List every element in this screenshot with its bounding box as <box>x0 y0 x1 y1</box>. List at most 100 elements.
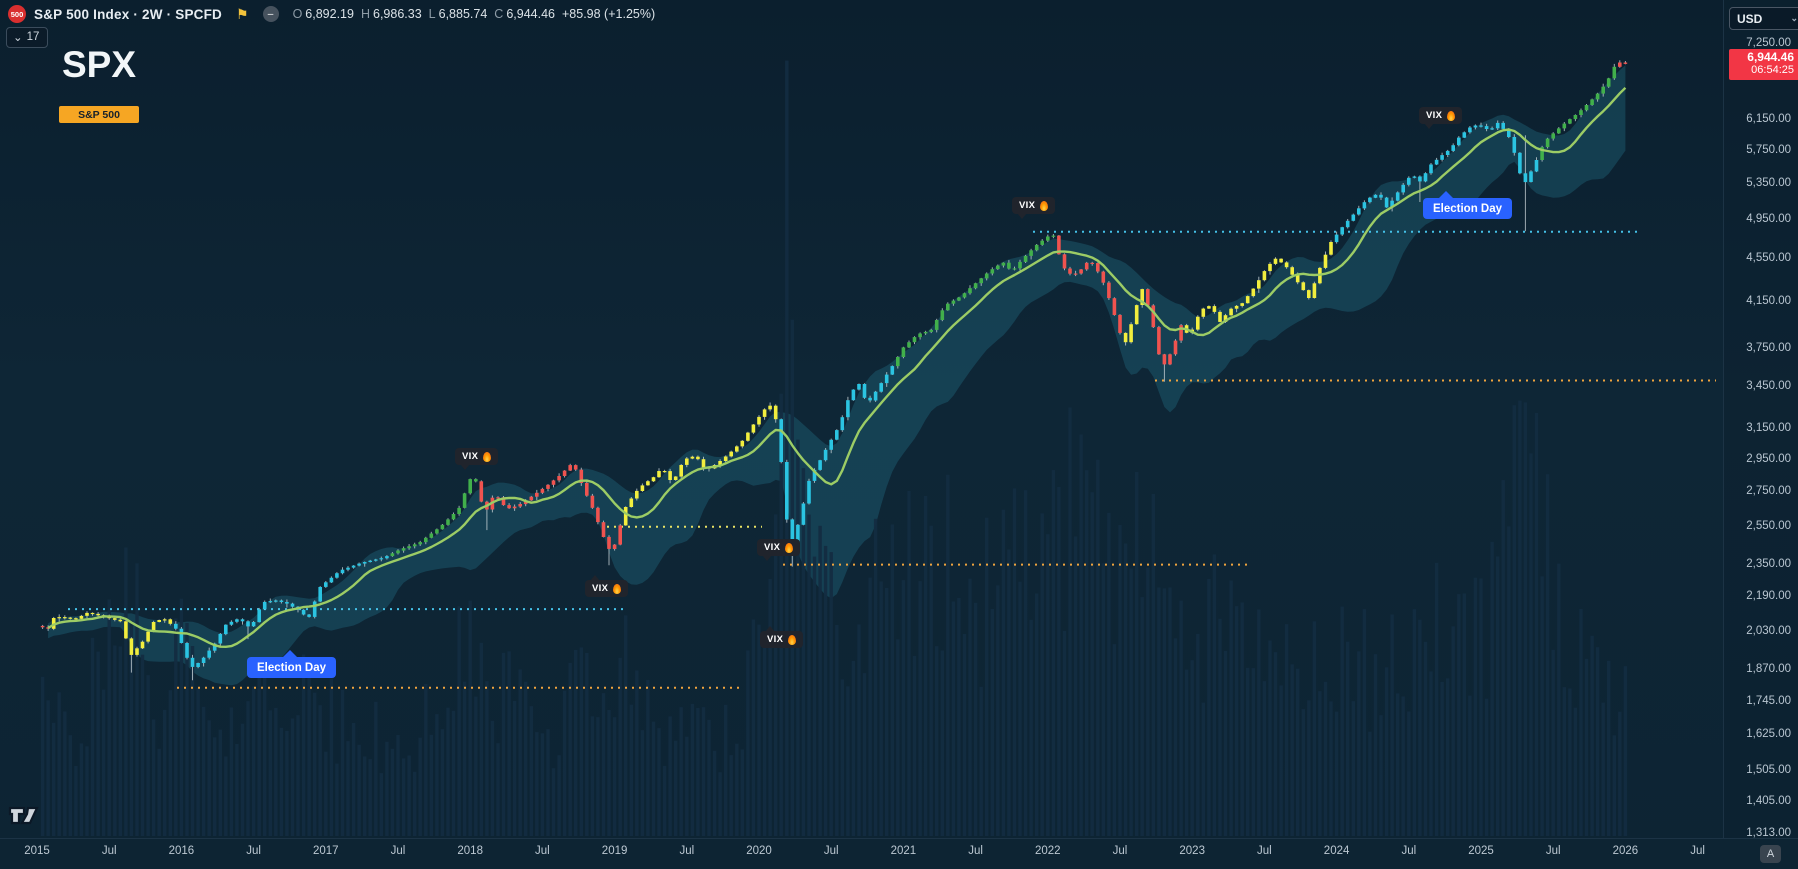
price-axis-label: 5,350.00 <box>1746 177 1791 190</box>
close-label: C <box>494 7 504 21</box>
open-label: O <box>292 7 303 21</box>
time-axis-label: Jul <box>1401 845 1417 857</box>
time-axis-label: Jul <box>1257 845 1272 857</box>
symbol-title[interactable]: S&P 500 Index · 2W · SPCFD <box>34 6 222 22</box>
moving-average-line[interactable] <box>47 86 1627 648</box>
time-axis-label: 2015 <box>24 845 50 857</box>
time-axis-label: Jul <box>1545 845 1561 857</box>
price-axis-label: 2,190.00 <box>1746 590 1791 603</box>
price-axis-label: 4,150.00 <box>1746 294 1791 307</box>
price-axis[interactable]: 7,250.00 6,150.00 5,750.00 5,350.00 4,950.00… <box>1723 0 1798 839</box>
flame-icon <box>785 542 794 553</box>
change-value: +85.98 (+1.25%) <box>562 7 656 21</box>
high-value: 6,986.33 <box>373 7 422 21</box>
vix-spike-badge[interactable]: VIX <box>760 626 804 648</box>
flame-icon <box>788 634 797 645</box>
tradingview-logo[interactable] <box>8 804 50 826</box>
election-badge-label: Election Day <box>1433 202 1503 215</box>
time-axis-label: Jul <box>968 845 983 857</box>
time-axis-label: Jul <box>1690 845 1705 857</box>
vix-spike-badge[interactable]: VIX <box>585 575 629 597</box>
time-axis-label: 2017 <box>313 845 339 857</box>
last-price-badge: 6,944.46 06:54:25 <box>1729 49 1798 80</box>
price-axis-label: 3,450.00 <box>1746 380 1791 393</box>
flame-icon <box>613 583 622 594</box>
time-axis-label: 2020 <box>746 845 772 857</box>
chevron-down-icon: ⌄ <box>1790 13 1798 23</box>
chevron-down-icon: ⌄ <box>13 32 23 44</box>
vix-badge-label: VIX <box>1426 110 1443 121</box>
auto-scale-button[interactable]: A <box>1760 845 1781 863</box>
price-axis-label: 1,745.00 <box>1746 695 1791 708</box>
price-axis-label: 6,150.00 <box>1746 113 1791 126</box>
flame-icon <box>1447 110 1456 121</box>
time-axis-label: 2018 <box>457 845 483 857</box>
vix-badge-label: VIX <box>1019 200 1036 211</box>
last-price: 6,944.46 <box>1747 50 1794 64</box>
price-axis-label: 3,750.00 <box>1746 341 1791 354</box>
flame-icon <box>1040 200 1049 211</box>
high-label: H <box>360 7 370 21</box>
vix-badge-label: VIX <box>592 583 609 594</box>
volatility-band <box>48 65 1626 686</box>
hide-indicator-button[interactable]: – <box>262 6 279 22</box>
currency-selector-button[interactable]: USD ⌄ <box>1729 7 1798 30</box>
price-axis-label: 7,250.00 <box>1746 37 1791 49</box>
price-axis-label: 2,350.00 <box>1746 557 1791 570</box>
ohlc-readout: O 6,892.19 H 6,986.33 L 6,885.74 C 6,944… <box>293 7 656 21</box>
price-axis-label: 1,870.00 <box>1746 663 1791 676</box>
time-axis-label: Jul <box>535 845 550 857</box>
vix-badge-label: VIX <box>462 451 479 462</box>
sp500-logo-icon: 500 <box>8 5 26 23</box>
election-day-badge[interactable]: Election Day <box>247 650 337 678</box>
callout-pointer-up-icon <box>282 650 298 658</box>
vix-badge-label: VIX <box>764 542 781 553</box>
price-axis-label: 1,405.00 <box>1746 795 1791 808</box>
collapse-count: 17 <box>26 31 40 43</box>
price-axis-label: 1,313.00 <box>1746 826 1791 839</box>
time-axis-label: Jul <box>390 845 406 857</box>
object-tree-collapse-button[interactable]: ⌄ 17 <box>6 27 49 48</box>
time-axis-label: 2019 <box>601 845 628 857</box>
price-axis-label: 2,030.00 <box>1746 625 1791 638</box>
election-day-badge[interactable]: Election Day <box>1423 191 1513 219</box>
price-axis-label: 4,550.00 <box>1746 252 1791 265</box>
open-value: 6,892.19 <box>305 7 354 21</box>
vix-spike-badge[interactable]: VIX <box>757 539 801 561</box>
time-axis-label: Jul <box>101 845 117 857</box>
price-axis-label: 4,950.00 <box>1746 213 1791 226</box>
time-axis-label: 2022 <box>1035 845 1061 857</box>
time-axis-label: 2016 <box>168 845 195 857</box>
price-axis-label: 2,750.00 <box>1746 484 1791 497</box>
time-axis-label: 2026 <box>1612 845 1639 857</box>
bar-countdown: 06:54:25 <box>1751 64 1794 76</box>
spx-watermark-text: SPX <box>62 44 137 85</box>
callout-pointer-up-icon <box>1438 191 1454 199</box>
vix-spike-badge[interactable]: VIX <box>1012 197 1056 219</box>
price-axis-label: 1,505.00 <box>1746 763 1791 776</box>
time-axis-label: 2021 <box>890 845 917 857</box>
vix-badge-label: VIX <box>767 634 784 645</box>
time-axis[interactable]: 2015 Jul 2016 Jul 2017 Jul 2018 Jul 2019 Jul 2020 J… <box>0 838 1798 869</box>
price-axis-label: 3,150.00 <box>1746 422 1791 435</box>
time-axis-label: 2025 <box>1468 845 1494 857</box>
price-axis-label: 5,750.00 <box>1746 144 1791 157</box>
low-label: L <box>428 7 436 21</box>
price-axis-label: 2,550.00 <box>1746 519 1791 532</box>
vix-spike-badge[interactable]: VIX <box>455 448 499 470</box>
price-axis-label: 2,950.00 <box>1746 452 1791 465</box>
currency-label: USD <box>1737 11 1763 26</box>
low-value: 6,885.74 <box>438 7 488 21</box>
flame-icon <box>483 451 492 462</box>
sp500-badge[interactable]: S&P 500 <box>59 106 139 123</box>
time-axis-label: Jul <box>1112 845 1128 857</box>
vix-spike-badge[interactable]: VIX <box>1419 107 1463 129</box>
time-axis-label: Jul <box>679 845 695 857</box>
time-axis-label: Jul <box>823 845 839 857</box>
time-axis-label: Jul <box>246 845 261 857</box>
flag-icon[interactable]: ⚑ <box>236 5 249 22</box>
time-axis-label: 2024 <box>1323 845 1350 857</box>
symbol-legend[interactable]: 500 S&P 500 Index · 2W · SPCFD ⚑ – O 6,8… <box>8 5 655 23</box>
